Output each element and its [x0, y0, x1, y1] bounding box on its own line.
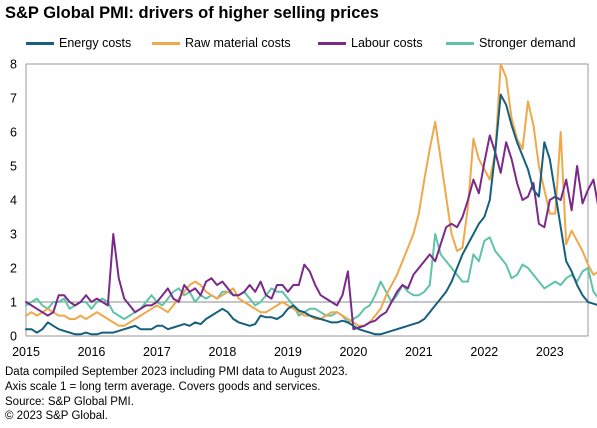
y-tick-label: 7: [10, 92, 17, 106]
y-tick-label: 2: [10, 262, 17, 276]
line-chart: 0 1 2 3 4 5 6 7 8 2015 2016 2017 2018 2019 2020 2021 202…: [10, 58, 597, 359]
x-tick-label: 2015: [12, 345, 40, 359]
legend-swatch-energy: [26, 41, 54, 45]
x-tick-label: 2017: [143, 345, 171, 359]
series-energy-costs: [25, 93, 597, 336]
chart-notes: Data compiled September 2023 including P…: [5, 365, 348, 424]
x-tick-label: 2023: [536, 345, 564, 359]
note-axis-scale: Axis scale 1 = long term average. Covers…: [5, 380, 321, 393]
legend-swatch-raw-material: [152, 41, 180, 45]
legend-item-demand: Stronger demand: [446, 36, 576, 50]
x-tick-label: 2021: [405, 345, 433, 359]
legend-label-raw-material: Raw material costs: [185, 36, 291, 50]
y-tick-label: 0: [10, 330, 17, 344]
legend-item-energy: Energy costs: [26, 36, 131, 50]
legend-label-demand: Stronger demand: [479, 36, 576, 50]
plot-frame: [25, 63, 589, 337]
y-tick-label: 3: [10, 228, 17, 242]
series-layer: [25, 63, 597, 336]
legend: Energy costs Raw material costs Labour c…: [0, 36, 597, 52]
note-source: Source: S&P Global PMI.: [5, 395, 134, 408]
chart-axes: 0 1 2 3 4 5 6 7 8 2015 2016 2017 2018 2019 2020 2021 202…: [10, 58, 589, 359]
legend-item-labour: Labour costs: [318, 36, 423, 50]
y-tick-label: 4: [10, 194, 17, 208]
note-compiled: Data compiled September 2023 including P…: [5, 366, 348, 378]
x-tick-label: 2022: [470, 345, 498, 359]
y-tick-label: 5: [10, 160, 17, 174]
x-tick-label: 2020: [339, 345, 367, 359]
legend-swatch-labour: [318, 41, 346, 45]
y-tick-label: 1: [10, 296, 17, 310]
chart-title: S&P Global PMI: drivers of higher sellin…: [5, 4, 379, 22]
legend-swatch-demand: [446, 41, 474, 45]
series-stronger-demand: [25, 233, 597, 324]
legend-label-labour: Labour costs: [351, 36, 423, 50]
x-tick-label: 2016: [78, 345, 106, 359]
note-copyright: © 2023 S&P Global.: [5, 410, 108, 423]
y-tick-label: 8: [10, 58, 17, 72]
legend-item-raw-material: Raw material costs: [152, 36, 291, 50]
x-tick-label: 2018: [209, 345, 237, 359]
series-labour-costs: [25, 134, 597, 331]
y-tick-label: 6: [10, 126, 17, 140]
series-raw-material-costs: [25, 63, 597, 327]
legend-label-energy: Energy costs: [59, 36, 132, 50]
x-tick-label: 2019: [274, 345, 302, 359]
